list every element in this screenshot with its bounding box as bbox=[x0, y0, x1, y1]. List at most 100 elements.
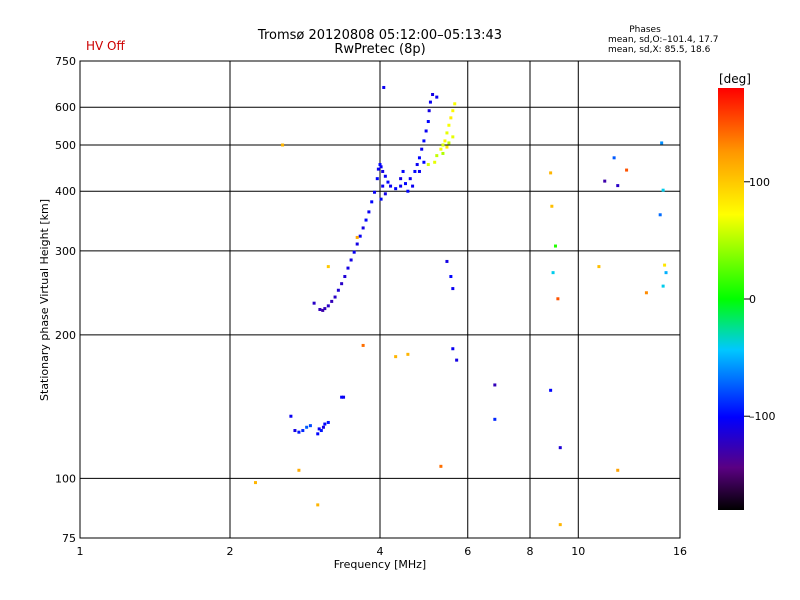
echo-point bbox=[376, 167, 380, 171]
echo-point bbox=[319, 429, 323, 433]
echo-point bbox=[379, 197, 383, 201]
echo-point bbox=[431, 93, 435, 97]
echo-point bbox=[342, 395, 346, 399]
echo-point bbox=[355, 235, 359, 239]
echo-point bbox=[323, 422, 327, 426]
echo-point bbox=[326, 265, 330, 269]
y-tick-label: 300 bbox=[55, 245, 76, 258]
echo-point bbox=[349, 258, 353, 262]
y-tick-label: 500 bbox=[55, 139, 76, 152]
echo-point bbox=[297, 430, 301, 434]
x-axis-ticks: 1 2 4 6 8 10 16 bbox=[77, 545, 688, 558]
echo-point bbox=[424, 129, 428, 133]
echo-point bbox=[451, 109, 455, 113]
echo-point bbox=[553, 244, 557, 248]
echo-point bbox=[597, 265, 601, 269]
echo-point bbox=[379, 165, 383, 169]
echo-point bbox=[382, 85, 386, 89]
echo-point bbox=[413, 169, 417, 173]
echo-point bbox=[370, 200, 374, 204]
echo-point bbox=[381, 184, 385, 188]
echo-point bbox=[455, 358, 459, 362]
echo-point bbox=[381, 169, 385, 173]
echo-point bbox=[326, 420, 330, 424]
echo-point bbox=[451, 347, 455, 351]
echo-point bbox=[616, 468, 620, 472]
echo-point bbox=[361, 343, 365, 347]
colorbar-label: [deg] bbox=[719, 72, 751, 86]
echo-point bbox=[326, 304, 330, 308]
echo-point bbox=[394, 355, 398, 359]
echo-point bbox=[383, 174, 387, 178]
echo-point bbox=[551, 271, 555, 275]
x-tick-label: 10 bbox=[571, 545, 585, 558]
x-tick-label: 4 bbox=[377, 545, 384, 558]
echo-point bbox=[549, 171, 553, 175]
echo-point bbox=[439, 464, 443, 468]
echo-point bbox=[445, 145, 449, 149]
echo-point bbox=[449, 116, 453, 120]
chart-subtitle: RwPretec (8p) bbox=[334, 42, 425, 57]
colorbar bbox=[718, 88, 744, 510]
echo-point bbox=[625, 168, 629, 172]
echo-point bbox=[318, 307, 322, 311]
phases-x-stats: mean, sd,X: 85.5, 18.6 bbox=[608, 45, 711, 55]
echo-point bbox=[358, 234, 362, 238]
echo-point bbox=[352, 250, 356, 254]
echo-point bbox=[549, 388, 553, 392]
echo-point bbox=[343, 275, 347, 279]
echo-point bbox=[453, 102, 457, 106]
echo-point bbox=[316, 503, 320, 507]
echo-point bbox=[301, 429, 305, 433]
echo-point bbox=[428, 100, 432, 104]
echo-point bbox=[355, 242, 359, 246]
echo-point bbox=[663, 263, 667, 267]
echo-point bbox=[420, 147, 424, 151]
y-axis-label: Stationary phase Virtual Height [km] bbox=[38, 199, 51, 401]
echo-point bbox=[336, 288, 340, 292]
echo-point bbox=[447, 141, 451, 145]
echo-point bbox=[297, 468, 301, 472]
plot-grid bbox=[80, 61, 680, 538]
echo-point bbox=[346, 266, 350, 270]
echo-point bbox=[550, 204, 554, 208]
echo-point bbox=[417, 156, 421, 160]
echo-point bbox=[375, 177, 379, 181]
colorbar-tick-label: 0 bbox=[749, 293, 756, 306]
x-tick-label: 16 bbox=[673, 545, 687, 558]
plot-frame bbox=[79, 60, 681, 539]
echo-point bbox=[373, 190, 377, 194]
hv-status-label: HV Off bbox=[86, 39, 125, 53]
colorbar-ticks: 100 0 –100 bbox=[744, 176, 776, 423]
echo-point bbox=[445, 131, 449, 135]
echo-point bbox=[340, 395, 344, 399]
echo-point bbox=[451, 135, 455, 139]
y-axis-ticks: 75 100 200 300 400 500 600 750 bbox=[55, 55, 76, 545]
echo-point bbox=[427, 109, 431, 113]
echo-point bbox=[558, 523, 562, 527]
y-tick-label: 600 bbox=[55, 101, 76, 114]
echo-point bbox=[426, 120, 430, 124]
echo-point bbox=[451, 287, 455, 291]
echo-point bbox=[406, 352, 410, 356]
echo-point bbox=[408, 177, 412, 181]
data-points bbox=[253, 85, 668, 527]
x-tick-label: 2 bbox=[227, 545, 234, 558]
echo-point bbox=[664, 271, 668, 275]
echo-point bbox=[493, 417, 497, 421]
echo-point bbox=[441, 143, 445, 147]
echo-point bbox=[281, 143, 285, 147]
echo-point bbox=[660, 141, 664, 145]
echo-point bbox=[603, 179, 607, 183]
echo-point bbox=[378, 163, 382, 167]
colorbar-tick-label: –100 bbox=[749, 410, 776, 423]
echo-point bbox=[389, 184, 393, 188]
y-tick-label: 750 bbox=[55, 55, 76, 68]
y-tick-label: 200 bbox=[55, 329, 76, 342]
echo-point bbox=[445, 259, 449, 263]
echo-point bbox=[386, 180, 390, 184]
echo-point bbox=[323, 307, 327, 311]
echo-point bbox=[661, 284, 665, 288]
echo-point bbox=[321, 425, 325, 429]
echo-point bbox=[447, 123, 451, 127]
